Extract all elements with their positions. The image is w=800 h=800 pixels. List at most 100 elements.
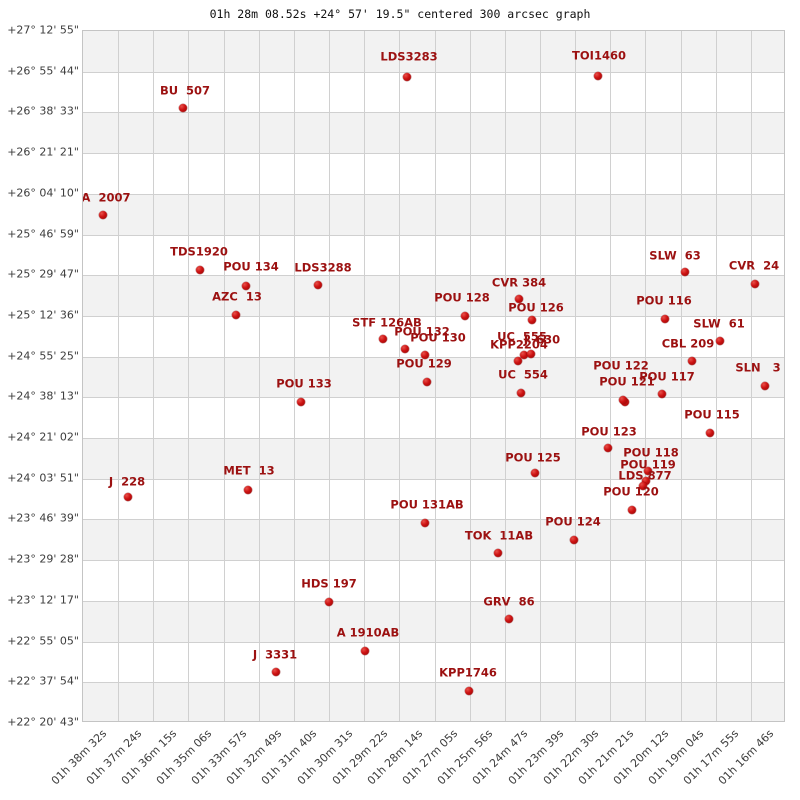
star-marker[interactable]	[379, 335, 387, 343]
star-marker[interactable]	[244, 486, 252, 494]
y-axis-tick-label: +25° 12' 36"	[7, 308, 79, 322]
star-marker[interactable]	[124, 493, 132, 501]
star-marker[interactable]	[242, 282, 250, 290]
star-label: TOK 11AB	[464, 528, 534, 543]
star-marker[interactable]	[272, 668, 280, 676]
star-marker[interactable]	[531, 469, 539, 477]
star-marker[interactable]	[658, 390, 666, 398]
star-label: UC 554	[498, 367, 548, 382]
star-label: A 1910AB	[336, 625, 400, 640]
star-label: POU 124	[545, 514, 601, 529]
grid-band	[83, 193, 784, 235]
star-marker[interactable]	[514, 357, 522, 365]
star-label: MET 13	[223, 463, 275, 478]
star-marker[interactable]	[421, 351, 429, 359]
star-marker[interactable]	[179, 104, 187, 112]
grid-line-horizontal	[83, 479, 784, 480]
star-label: SLW 61	[693, 316, 745, 331]
star-marker[interactable]	[494, 549, 502, 557]
star-label: KPP1746	[439, 665, 497, 680]
grid-line-vertical	[681, 31, 682, 721]
star-label: CBL 209	[661, 336, 715, 351]
grid-line-vertical	[716, 31, 717, 721]
star-marker[interactable]	[681, 268, 689, 276]
star-marker[interactable]	[642, 477, 650, 485]
star-marker[interactable]	[505, 615, 513, 623]
grid-line-vertical	[224, 31, 225, 721]
grid-line-horizontal	[83, 519, 784, 520]
star-label: KPP2204	[490, 337, 548, 352]
star-marker[interactable]	[628, 506, 636, 514]
star-label: STF 126AB	[352, 315, 422, 330]
y-axis-tick-label: +24° 03' 51"	[7, 471, 79, 485]
grid-band	[83, 682, 784, 721]
star-marker[interactable]	[639, 482, 647, 490]
star-marker[interactable]	[528, 316, 536, 324]
star-marker[interactable]	[423, 378, 431, 386]
grid-line-horizontal	[83, 682, 784, 683]
star-label: POU 130	[410, 330, 466, 345]
star-label: TOI1460	[572, 48, 626, 63]
star-label: AZC 13	[212, 289, 262, 304]
star-marker[interactable]	[706, 429, 714, 437]
star-label: UC 555	[497, 329, 547, 344]
grid-line-vertical	[575, 31, 576, 721]
star-marker[interactable]	[619, 396, 627, 404]
grid-band	[83, 275, 784, 316]
star-marker[interactable]	[520, 351, 528, 359]
star-marker[interactable]	[661, 315, 669, 323]
star-marker[interactable]	[527, 350, 535, 358]
star-marker[interactable]	[751, 280, 759, 288]
plot-area[interactable]: LDS3283 TOI1460 BU 507 A 2007 TDS1920 SLW 63 C…	[82, 30, 785, 722]
y-axis-labels: +27° 12' 55" +26° 55' 44" +26° 38' 33" +26°…	[0, 0, 79, 800]
star-marker[interactable]	[644, 467, 652, 475]
y-axis-tick-label: +24° 21' 02"	[7, 430, 79, 444]
grid-line-vertical	[399, 31, 400, 721]
grid-line-vertical	[470, 31, 471, 721]
star-marker[interactable]	[403, 73, 411, 81]
star-marker[interactable]	[604, 444, 612, 452]
star-label: CVR 384	[491, 275, 547, 290]
star-label: TDS1920	[170, 244, 228, 259]
star-marker[interactable]	[196, 266, 204, 274]
y-axis-tick-label: +23° 29' 28"	[7, 552, 79, 566]
star-label: POU 122	[593, 358, 649, 373]
y-axis-tick-label: +25° 46' 59"	[7, 227, 79, 241]
star-marker[interactable]	[297, 398, 305, 406]
star-marker[interactable]	[401, 345, 409, 353]
star-label: POU 123	[581, 424, 637, 439]
star-label: POU 131AB	[390, 497, 464, 512]
star-marker[interactable]	[314, 281, 322, 289]
star-marker[interactable]	[761, 382, 769, 390]
y-axis-tick-label: +22° 55' 05"	[7, 634, 79, 648]
grid-line-vertical	[435, 31, 436, 721]
grid-line-horizontal	[83, 112, 784, 113]
grid-band	[83, 31, 784, 72]
star-marker[interactable]	[99, 211, 107, 219]
grid-line-horizontal	[83, 235, 784, 236]
star-marker[interactable]	[570, 536, 578, 544]
star-marker[interactable]	[515, 295, 523, 303]
star-label: POU 134	[223, 259, 279, 274]
star-marker[interactable]	[517, 389, 525, 397]
star-marker[interactable]	[594, 72, 602, 80]
star-marker[interactable]	[716, 337, 724, 345]
grid-line-vertical	[329, 31, 330, 721]
y-axis-tick-label: +22° 37' 54"	[7, 674, 79, 688]
star-label: J 630	[523, 332, 561, 347]
star-marker[interactable]	[361, 647, 369, 655]
star-marker[interactable]	[232, 311, 240, 319]
star-label: POU 125	[505, 450, 561, 465]
star-label: LDS3288	[294, 260, 352, 275]
star-marker[interactable]	[461, 312, 469, 320]
grid-line-horizontal	[83, 560, 784, 561]
star-marker[interactable]	[688, 357, 696, 365]
star-marker[interactable]	[325, 598, 333, 606]
star-marker[interactable]	[421, 519, 429, 527]
star-label: POU 118	[623, 445, 679, 460]
y-axis-tick-label: +25° 29' 47"	[7, 267, 79, 281]
star-label: POU 128	[434, 290, 490, 305]
star-marker[interactable]	[465, 687, 473, 695]
grid-line-vertical	[153, 31, 154, 721]
